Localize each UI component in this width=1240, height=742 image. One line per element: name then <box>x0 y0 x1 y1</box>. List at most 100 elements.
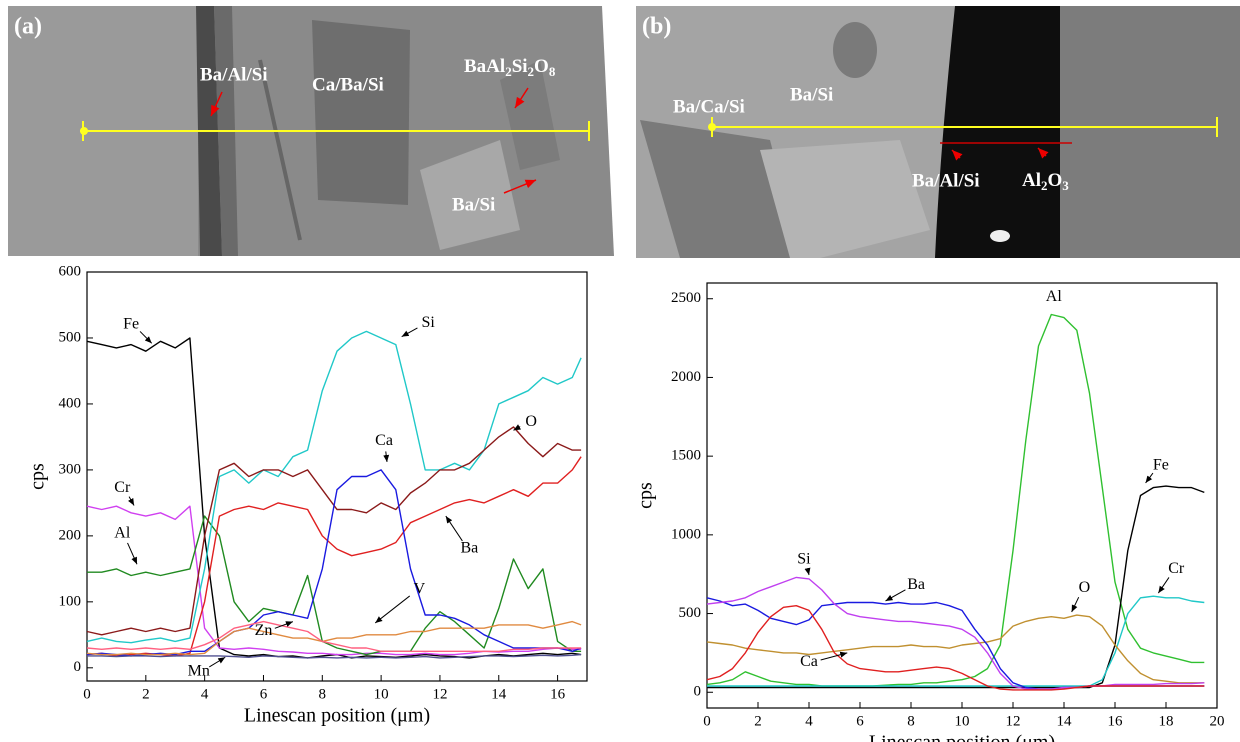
series-label: O <box>1079 579 1091 596</box>
line-chart: 0 2 4 6 8 10 12 14 16 18 20 0 500 1000 1500 2000 2500 Lin… <box>635 282 1225 742</box>
y-tick-label: 1500 <box>671 448 701 464</box>
y-tick-label: 100 <box>59 593 82 609</box>
y-tick-label: 0 <box>694 684 702 700</box>
label-arrow <box>1071 596 1080 613</box>
x-tick-label: 18 <box>1159 713 1174 729</box>
x-tick-label: 14 <box>1057 713 1073 729</box>
label-arrow <box>445 515 463 542</box>
label-arrow <box>401 327 418 338</box>
x-tick-label: 10 <box>955 713 970 729</box>
x-tick-label: 6 <box>856 713 864 729</box>
series-line <box>86 620 582 652</box>
image-annotation: Ba/Al/Si <box>912 170 980 191</box>
y-tick-label: 400 <box>59 395 82 411</box>
label-arrow <box>139 331 153 344</box>
y-axis-label: cps <box>635 482 657 509</box>
image-annotation: Ba/Ca/Si <box>673 96 745 117</box>
y-tick-label: 1000 <box>671 526 701 542</box>
x-axis-label: Linescan position (μm) <box>244 705 430 727</box>
image-annotation: Ba/Si <box>790 84 833 105</box>
x-tick-label: 20 <box>1210 713 1225 729</box>
plot-frame <box>86 271 588 682</box>
series-label: Cr <box>114 479 131 496</box>
image-annotation: Ba/Al/Si <box>200 64 268 85</box>
y-tick-label: 200 <box>59 527 82 543</box>
x-tick-label: 16 <box>1108 713 1124 729</box>
x-tick-label: 6 <box>260 686 268 702</box>
x-tick-label: 4 <box>201 686 209 702</box>
series-label: Fe <box>123 315 139 332</box>
image-annotation: Ba/Si <box>452 194 495 215</box>
series-line <box>706 576 1205 690</box>
series-label: Si <box>422 314 436 331</box>
image-annotation: Al2O3 <box>1022 170 1069 193</box>
x-tick-label: 8 <box>907 713 915 729</box>
x-tick-label: 0 <box>83 686 91 702</box>
series-line <box>86 426 582 636</box>
series-line <box>87 653 582 659</box>
series-label: O <box>525 413 537 430</box>
label-arrow <box>820 651 848 661</box>
series-label: Ca <box>375 432 393 449</box>
series-label: Fe <box>1153 456 1169 473</box>
label-arrow <box>885 589 906 602</box>
series-line <box>86 505 582 656</box>
label-arrow <box>127 542 138 565</box>
series-line <box>706 614 1205 684</box>
x-tick-label: 2 <box>142 686 150 702</box>
series-label: Si <box>797 551 811 568</box>
label-arrow <box>513 424 522 431</box>
series-line <box>86 337 582 659</box>
y-tick-label: 0 <box>74 659 82 675</box>
y-tick-label: 500 <box>679 605 702 621</box>
series-label: Zn <box>255 622 273 639</box>
x-tick-label: 12 <box>1006 713 1021 729</box>
series-line <box>707 595 1205 687</box>
sem-image-a: (a) Ba/Al/Si Ca/Ba/Si BaAl2Si2O8 Ba/Si <box>8 6 614 256</box>
label-arrow <box>804 567 811 576</box>
series-line <box>706 605 1205 691</box>
series-line <box>86 620 582 656</box>
series-line <box>706 313 1205 687</box>
panel-label: (b) <box>642 14 671 40</box>
series-label: Ca <box>800 653 818 670</box>
series-line <box>87 515 582 656</box>
image-annotation: Ca/Ba/Si <box>312 74 384 95</box>
sem-image-b: (b) Ba/Ca/Si Ba/Si Ba/Al/Si Al2O3 <box>636 6 1240 258</box>
label-arrow <box>209 656 226 668</box>
y-tick-label: 2000 <box>671 369 701 385</box>
x-tick-label: 14 <box>491 686 507 702</box>
series-line <box>86 456 582 657</box>
line-chart: 0 2 4 6 8 10 12 14 16 0 100 200 300 400 500 600 Linescan… <box>27 263 588 727</box>
y-axis-label: cps <box>27 463 49 490</box>
x-tick-label: 16 <box>550 686 566 702</box>
x-axis-label: Linescan position (μm) <box>869 732 1055 742</box>
series-label: Mn <box>188 662 210 679</box>
y-tick-label: 500 <box>59 329 82 345</box>
y-tick-label: 600 <box>59 263 82 279</box>
label-arrow <box>128 496 135 506</box>
series-label: Al <box>1046 288 1063 305</box>
x-tick-label: 12 <box>432 686 447 702</box>
x-tick-label: 4 <box>805 713 813 729</box>
series-label: Ba <box>907 576 925 593</box>
x-tick-label: 2 <box>754 713 762 729</box>
image-annotation: BaAl2Si2O8 <box>464 56 556 79</box>
label-arrow <box>383 451 390 463</box>
series-line <box>707 485 1205 689</box>
series-label: Cr <box>1168 560 1185 577</box>
label-arrow <box>1145 472 1154 484</box>
y-tick-label: 300 <box>59 461 82 477</box>
series-line <box>86 330 582 644</box>
series-label: Al <box>114 525 131 542</box>
x-tick-label: 10 <box>374 686 389 702</box>
label-arrow <box>1157 577 1170 594</box>
series-label: Ba <box>460 540 478 557</box>
x-tick-label: 0 <box>703 713 711 729</box>
panel-label: (a) <box>14 14 42 40</box>
series-label: V <box>414 581 426 598</box>
x-tick-label: 8 <box>319 686 327 702</box>
label-arrow <box>274 621 294 629</box>
label-arrow <box>374 595 411 624</box>
